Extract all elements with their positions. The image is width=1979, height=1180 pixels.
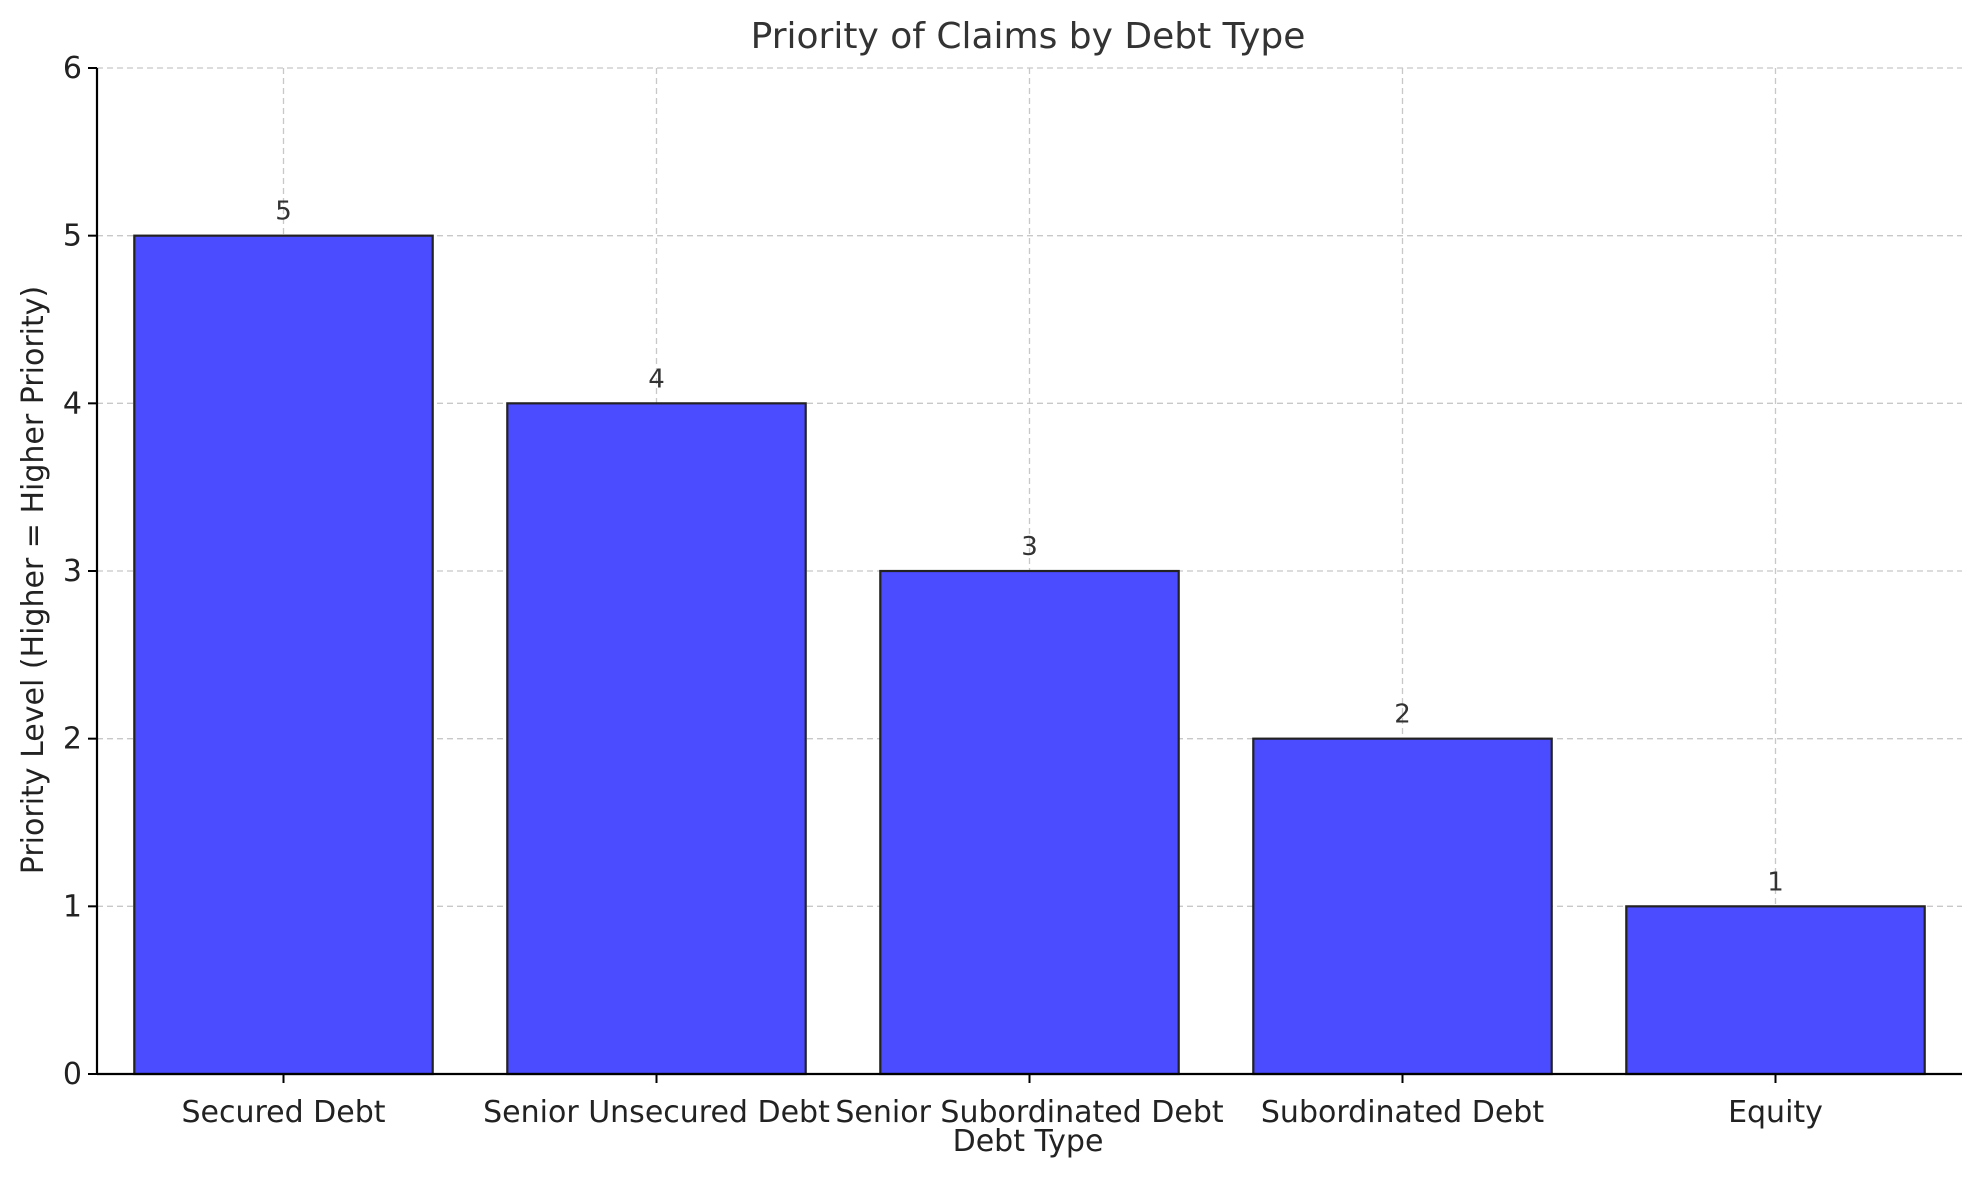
bar-value-label: 1 (1767, 867, 1784, 897)
y-tick-label: 1 (63, 889, 82, 924)
x-tick-label: Senior Subordinated Debt (835, 1095, 1224, 1130)
x-tick-label: Subordinated Debt (1261, 1095, 1544, 1130)
y-tick-label: 2 (63, 722, 82, 757)
y-tick-label: 5 (63, 219, 82, 254)
x-axis-label: Debt Type (953, 1124, 1104, 1159)
bar-value-label: 4 (648, 364, 665, 394)
value-labels: 5 4 3 2 1 (275, 197, 1784, 898)
x-tick-label: Senior Unsecured Debt (483, 1095, 830, 1130)
bar-value-label: 2 (1394, 700, 1411, 730)
x-axis-ticks: Secured Debt Senior Unsecured Debt Senior … (181, 1074, 1823, 1130)
y-axis-ticks: 0 1 2 3 4 5 6 (63, 51, 97, 1092)
bar (506, 402, 807, 1076)
chart-title: Priority of Claims by Debt Type (751, 16, 1306, 57)
bar (879, 569, 1180, 1076)
bar (133, 234, 434, 1076)
y-axis-label: Priority Level (Higher = Higher Priority… (16, 286, 51, 874)
bar (1625, 905, 1926, 1076)
y-tick-label: 0 (63, 1057, 82, 1092)
y-tick-label: 3 (63, 554, 82, 589)
bar-value-label: 3 (1021, 532, 1038, 562)
x-tick-label: Equity (1728, 1095, 1823, 1130)
bars (133, 234, 1926, 1076)
y-tick-label: 4 (63, 386, 82, 421)
x-tick-label: Secured Debt (181, 1095, 385, 1130)
bar-value-label: 5 (275, 197, 292, 227)
bar (1252, 737, 1553, 1076)
y-tick-label: 6 (63, 51, 82, 86)
